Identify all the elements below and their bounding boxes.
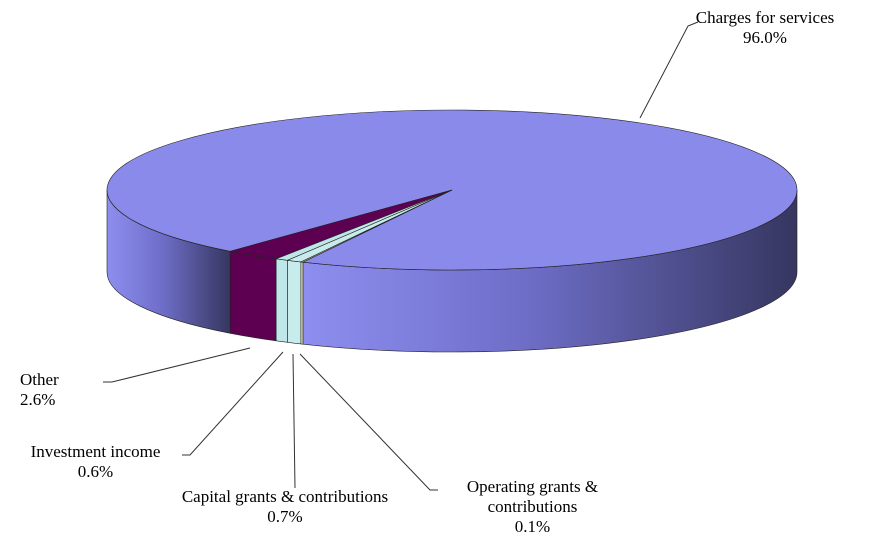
value-label: 0.7% xyxy=(267,507,303,526)
category-label: Other xyxy=(20,370,59,389)
pie-side xyxy=(275,258,288,343)
value-label: 96.0% xyxy=(743,28,787,47)
value-label: 0.6% xyxy=(77,462,114,481)
leader-line xyxy=(292,353,296,489)
category-label: Operating grants & contributions xyxy=(466,477,599,516)
value-label: 0.1% xyxy=(514,517,551,536)
leader-line xyxy=(103,347,251,383)
leader-line xyxy=(182,351,284,456)
slice-label: Operating grants & contributions 0.1% xyxy=(445,477,620,537)
pie-side xyxy=(300,261,304,345)
category-label: Investment income xyxy=(30,442,161,461)
leader-line xyxy=(639,21,699,119)
category-label: Charges for services xyxy=(695,8,835,27)
slice-label: Other 2.6% xyxy=(20,370,100,410)
pie-side xyxy=(287,259,302,345)
pie-slice xyxy=(106,109,798,271)
category-label: Capital grants & contributions xyxy=(181,487,389,506)
slice-label: Investment income 0.6% xyxy=(8,442,183,482)
slice-label: Capital grants & contributions 0.7% xyxy=(145,487,425,527)
pie-slice xyxy=(299,189,453,263)
value-label: 2.6% xyxy=(20,390,56,409)
slice-label: Charges for services 96.0% xyxy=(690,8,840,48)
leader-line xyxy=(299,353,438,491)
pie-side xyxy=(229,250,277,342)
